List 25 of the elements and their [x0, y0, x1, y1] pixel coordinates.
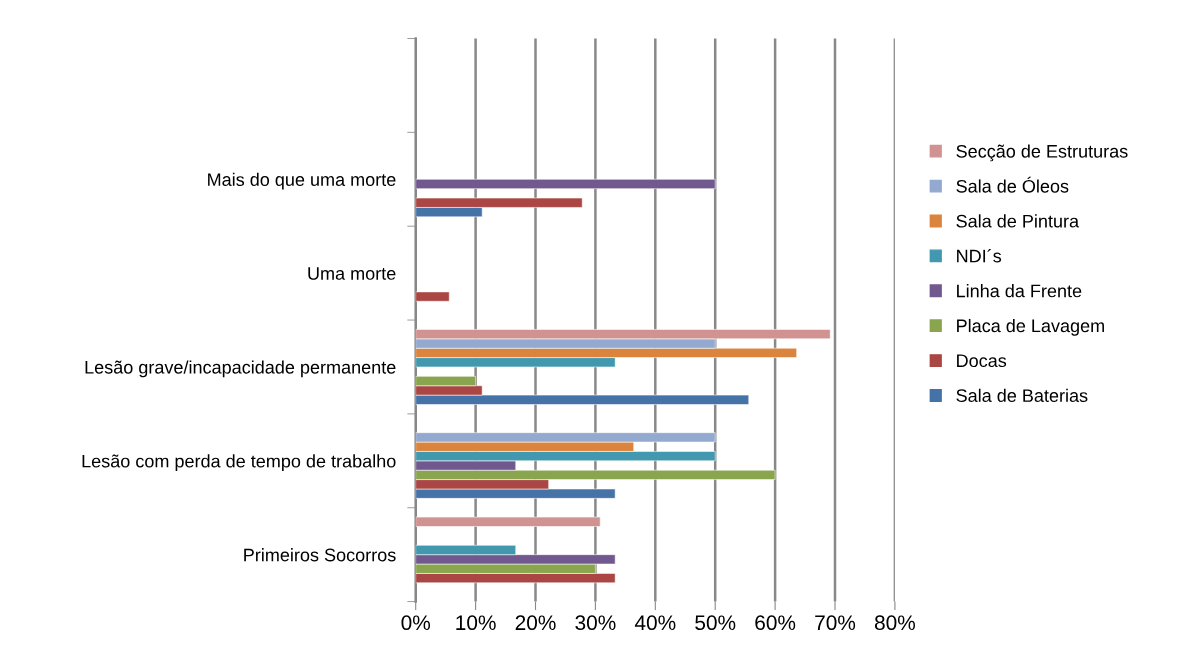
legend-label: Placa de Lavagem — [957, 318, 1104, 336]
x-tick-label: 20% — [515, 615, 556, 631]
x-tick-label: 70% — [815, 615, 856, 631]
x-tick-label: 60% — [755, 615, 796, 631]
x-tick-label: 0% — [401, 615, 431, 631]
y-tick-label: Lesão com perda de tempo de trabalho — [82, 454, 396, 472]
x-tick-label: 30% — [575, 615, 616, 631]
legend-label: Sala de Óleos — [956, 176, 1069, 193]
x-tick-label: 10% — [456, 615, 496, 631]
y-tick-label: Primeiros Socorros — [244, 548, 396, 562]
y-tick-label: Lesão grave/incapacidade permanente — [85, 360, 396, 378]
legend-label: Linha da Frente — [957, 284, 1082, 298]
legend-label: Sala de Pintura — [956, 214, 1080, 228]
bar — [415, 516, 601, 527]
x-tick-label: 50% — [695, 615, 736, 631]
legend-label: Sala de Baterias — [956, 388, 1088, 402]
bar — [415, 291, 450, 302]
y-tick-label: Mais do que uma morte — [208, 172, 396, 190]
x-tick-label: 80% — [874, 615, 916, 631]
y-tick-label: Uma morte — [308, 267, 396, 280]
legend-label: Secção de Estruturas — [956, 144, 1128, 162]
bar — [415, 179, 716, 189]
legend-label: NDI´s — [957, 248, 1002, 263]
x-tick-label: 40% — [634, 615, 676, 631]
legend-label: Docas — [957, 354, 1007, 368]
